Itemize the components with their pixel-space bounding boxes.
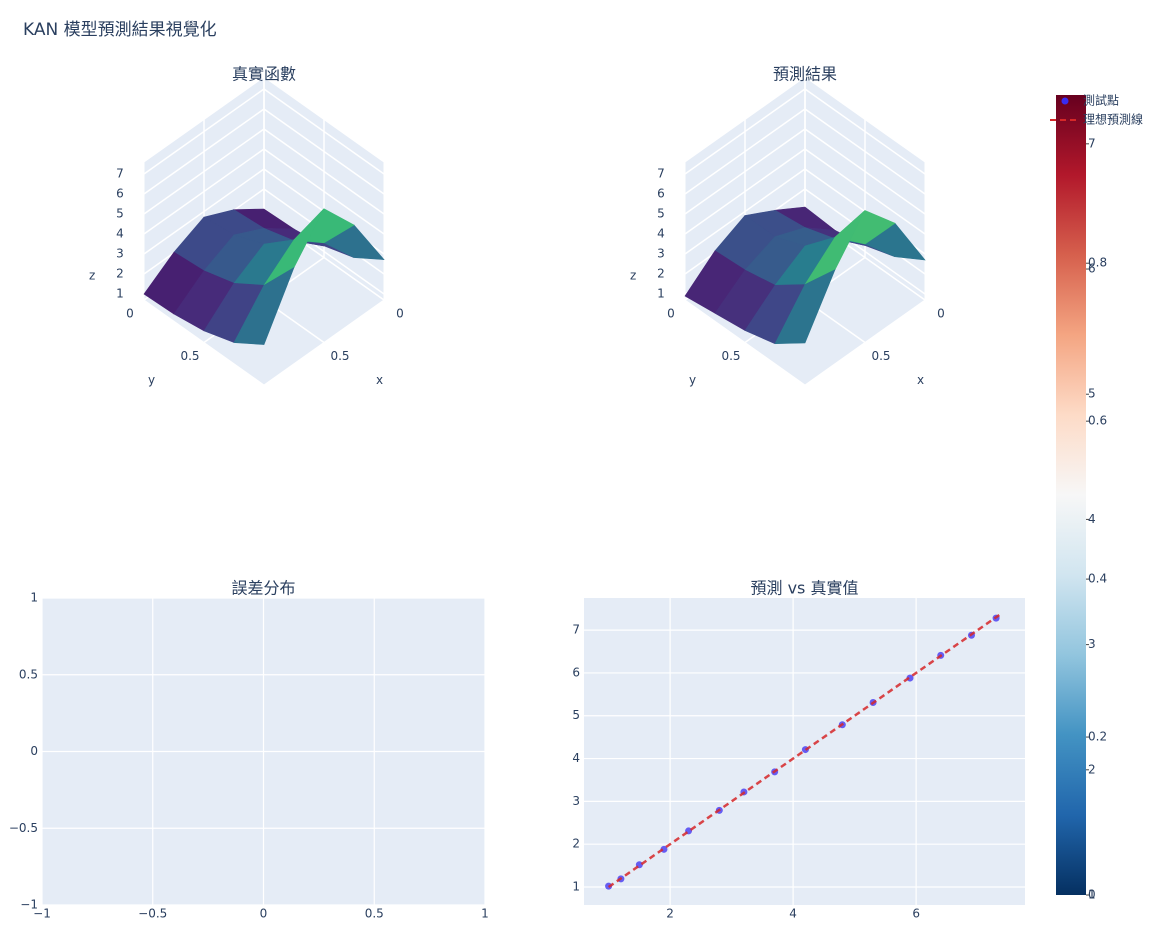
x-tick-label: 0	[260, 907, 268, 921]
x-tick-label: 4	[789, 907, 797, 921]
colorbar-tick-label: 2	[1088, 762, 1096, 776]
z-tick-label: 4	[116, 227, 124, 241]
y-tick-label: 6	[572, 665, 580, 679]
z-tick-label: 7	[116, 167, 124, 181]
x-tick-label: 0.5	[871, 349, 890, 363]
z-tick-label: 4	[657, 227, 665, 241]
x-tick-label: −0.5	[138, 907, 167, 921]
z-tick-label: 7	[657, 167, 665, 181]
colorbar-tick-label: 0.2	[1088, 730, 1107, 744]
y-tick-label: 5	[572, 708, 580, 722]
scene	[684, 76, 926, 386]
colorbar-tick-label: 0	[1088, 888, 1096, 902]
subplot-title: 真實函數	[232, 65, 296, 84]
y-tick-label: −0.5	[9, 821, 38, 835]
x-tick-label: 0	[396, 307, 404, 321]
y-tick-label: 1	[572, 880, 580, 894]
x-axis-title: x	[917, 373, 924, 387]
legend-label: 測試點	[1083, 93, 1119, 108]
colorbar-tick-label: 1	[1088, 888, 1096, 902]
colorbar	[1056, 95, 1086, 895]
x-tick-label: 6	[912, 907, 920, 921]
z-tick-label: 6	[116, 187, 124, 201]
subplot-title: 預測結果	[773, 65, 837, 84]
z-axis-title: z	[89, 269, 95, 283]
x-tick-label: 0.5	[330, 349, 349, 363]
surface-patch	[233, 266, 295, 345]
z-tick-label: 6	[657, 187, 665, 201]
surface-patch	[774, 269, 836, 345]
z-tick-label: 3	[116, 247, 124, 261]
y-tick-label: −1	[20, 898, 38, 912]
z-tick-label: 2	[116, 267, 124, 281]
y-tick-label: 0	[30, 744, 38, 758]
subplot-title: 誤差分布	[231, 579, 295, 598]
y-tick-label: 0	[667, 307, 675, 321]
y-tick-label: 0.5	[19, 667, 38, 681]
scene	[143, 76, 385, 386]
page-title: KAN 模型預測結果視覺化	[23, 20, 217, 40]
y-tick-label: 0	[126, 307, 134, 321]
z-tick-label: 1	[657, 287, 665, 301]
legend-symbol	[1061, 97, 1069, 105]
y-tick-label: 0.5	[721, 349, 740, 363]
colorbar-tick-label: 0.8	[1088, 256, 1107, 270]
x-tick-label: −1	[33, 907, 51, 921]
z-tick-label: 5	[116, 207, 124, 221]
z-tick-label: 3	[657, 247, 665, 261]
z-tick-label: 1	[116, 287, 124, 301]
subplot-title: 預測 vs 真實值	[751, 579, 859, 598]
y-tick-label: 4	[572, 751, 580, 765]
y-axis-title: y	[148, 373, 155, 387]
colorbar-tick-label: 6	[1088, 262, 1096, 276]
z-tick-label: 5	[657, 207, 665, 221]
colorbar-tick-label: 5	[1088, 387, 1096, 401]
x-tick-label: 0.5	[365, 907, 384, 921]
colorbar-tick-label: 0.6	[1088, 414, 1107, 428]
x-axis-title: x	[376, 373, 383, 387]
colorbar-tick-label: 4	[1088, 512, 1096, 526]
y-tick-label: 2	[572, 837, 580, 851]
z-tick-label: 2	[657, 267, 665, 281]
y-axis-title: y	[689, 373, 696, 387]
colorbar-tick-label: 3	[1088, 637, 1096, 651]
colorbar-tick-label: 0.4	[1088, 572, 1107, 586]
y-tick-label: 3	[572, 794, 580, 808]
y-tick-label: 7	[572, 623, 580, 637]
z-axis-title: z	[630, 269, 636, 283]
x-tick-label: 1	[481, 907, 489, 921]
y-tick-label: 1	[30, 591, 38, 605]
colorbar-tick-label: 7	[1088, 136, 1096, 150]
y-tick-label: 0.5	[180, 349, 199, 363]
x-tick-label: 2	[666, 907, 674, 921]
legend-label: 理想預測線	[1083, 112, 1143, 127]
x-tick-label: 0	[937, 307, 945, 321]
